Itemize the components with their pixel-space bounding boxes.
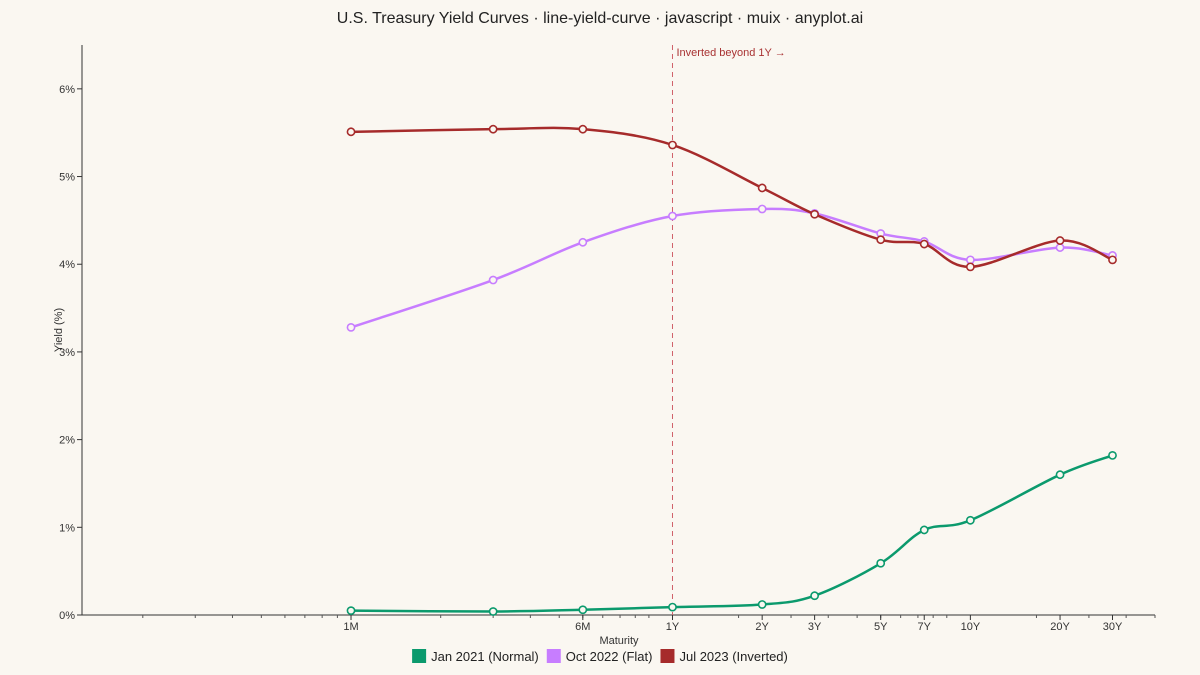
data-point (488, 124, 498, 134)
data-point (1055, 470, 1065, 480)
data-point (488, 607, 498, 616)
y-tick-label: 5% (59, 172, 75, 184)
data-point (810, 591, 820, 601)
x-tick-label: 7Y (917, 621, 931, 633)
data-point (876, 558, 886, 568)
data-point (810, 209, 820, 219)
x-tick-label: 2Y (755, 621, 769, 633)
data-point (578, 605, 588, 615)
chart-title: U.S. Treasury Yield Curves · line-yield-… (337, 10, 863, 27)
data-point (1108, 450, 1117, 460)
y-tick-label: 3% (59, 347, 75, 359)
data-point (346, 606, 356, 616)
x-tick-label: 6M (575, 621, 590, 633)
data-point (578, 124, 588, 134)
legend-label: Jan 2021 (Normal) (431, 649, 539, 664)
plot-area: 0% 1% 2% 3% 4% 5% 6% 1M 6M 1Y 2Y 3Y 5Y 7Y 10Y 20Y 30Y Inv… (59, 45, 1156, 633)
data-point (346, 322, 356, 332)
data-point (757, 204, 767, 214)
data-point (876, 235, 886, 245)
data-point (919, 239, 929, 249)
x-axis-title: Maturity (599, 635, 639, 647)
data-point (965, 255, 975, 265)
data-point (668, 211, 677, 221)
data-point (488, 275, 498, 285)
inversion-annotation: Inverted beyond 1Y → (676, 47, 785, 59)
y-axis-title: Yield (%) (53, 308, 65, 352)
legend-label: Oct 2022 (Flat) (566, 649, 653, 664)
legend-swatch (660, 649, 675, 663)
data-point (965, 262, 975, 272)
series-line-1 (350, 207, 1113, 329)
data-point (757, 600, 767, 609)
x-tick-label: 20Y (1050, 621, 1070, 633)
series-line-2 (350, 126, 1114, 269)
data-point (668, 602, 677, 612)
y-tick-label: 1% (59, 522, 75, 534)
data-point (668, 140, 677, 150)
legend-swatch (546, 649, 561, 663)
x-tick-label: 5Y (874, 621, 888, 633)
x-tick-label: 10Y (961, 621, 981, 633)
y-tick-label: 4% (59, 259, 75, 271)
y-tick-label: 2% (59, 435, 75, 447)
data-point (757, 183, 767, 193)
legend-label: Jul 2023 (Inverted) (679, 649, 787, 664)
legend: Jan 2021 (Normal) Oct 2022 (Flat) Jul 2023… (412, 649, 788, 664)
data-point (346, 127, 356, 137)
data-point (1108, 255, 1117, 265)
data-point (919, 525, 929, 535)
legend-swatch (412, 649, 427, 663)
y-tick-label: 0% (59, 610, 75, 622)
y-tick-label: 6% (59, 84, 75, 96)
series-line-0 (351, 454, 1113, 613)
x-tick-label: 1Y (666, 621, 680, 633)
x-tick-label: 30Y (1103, 621, 1123, 633)
data-point (1055, 236, 1065, 245)
data-point (1055, 243, 1065, 252)
x-tick-label: 1M (343, 621, 358, 633)
x-tick-label: 3Y (808, 621, 822, 633)
data-point (578, 237, 588, 247)
data-point (965, 515, 975, 525)
